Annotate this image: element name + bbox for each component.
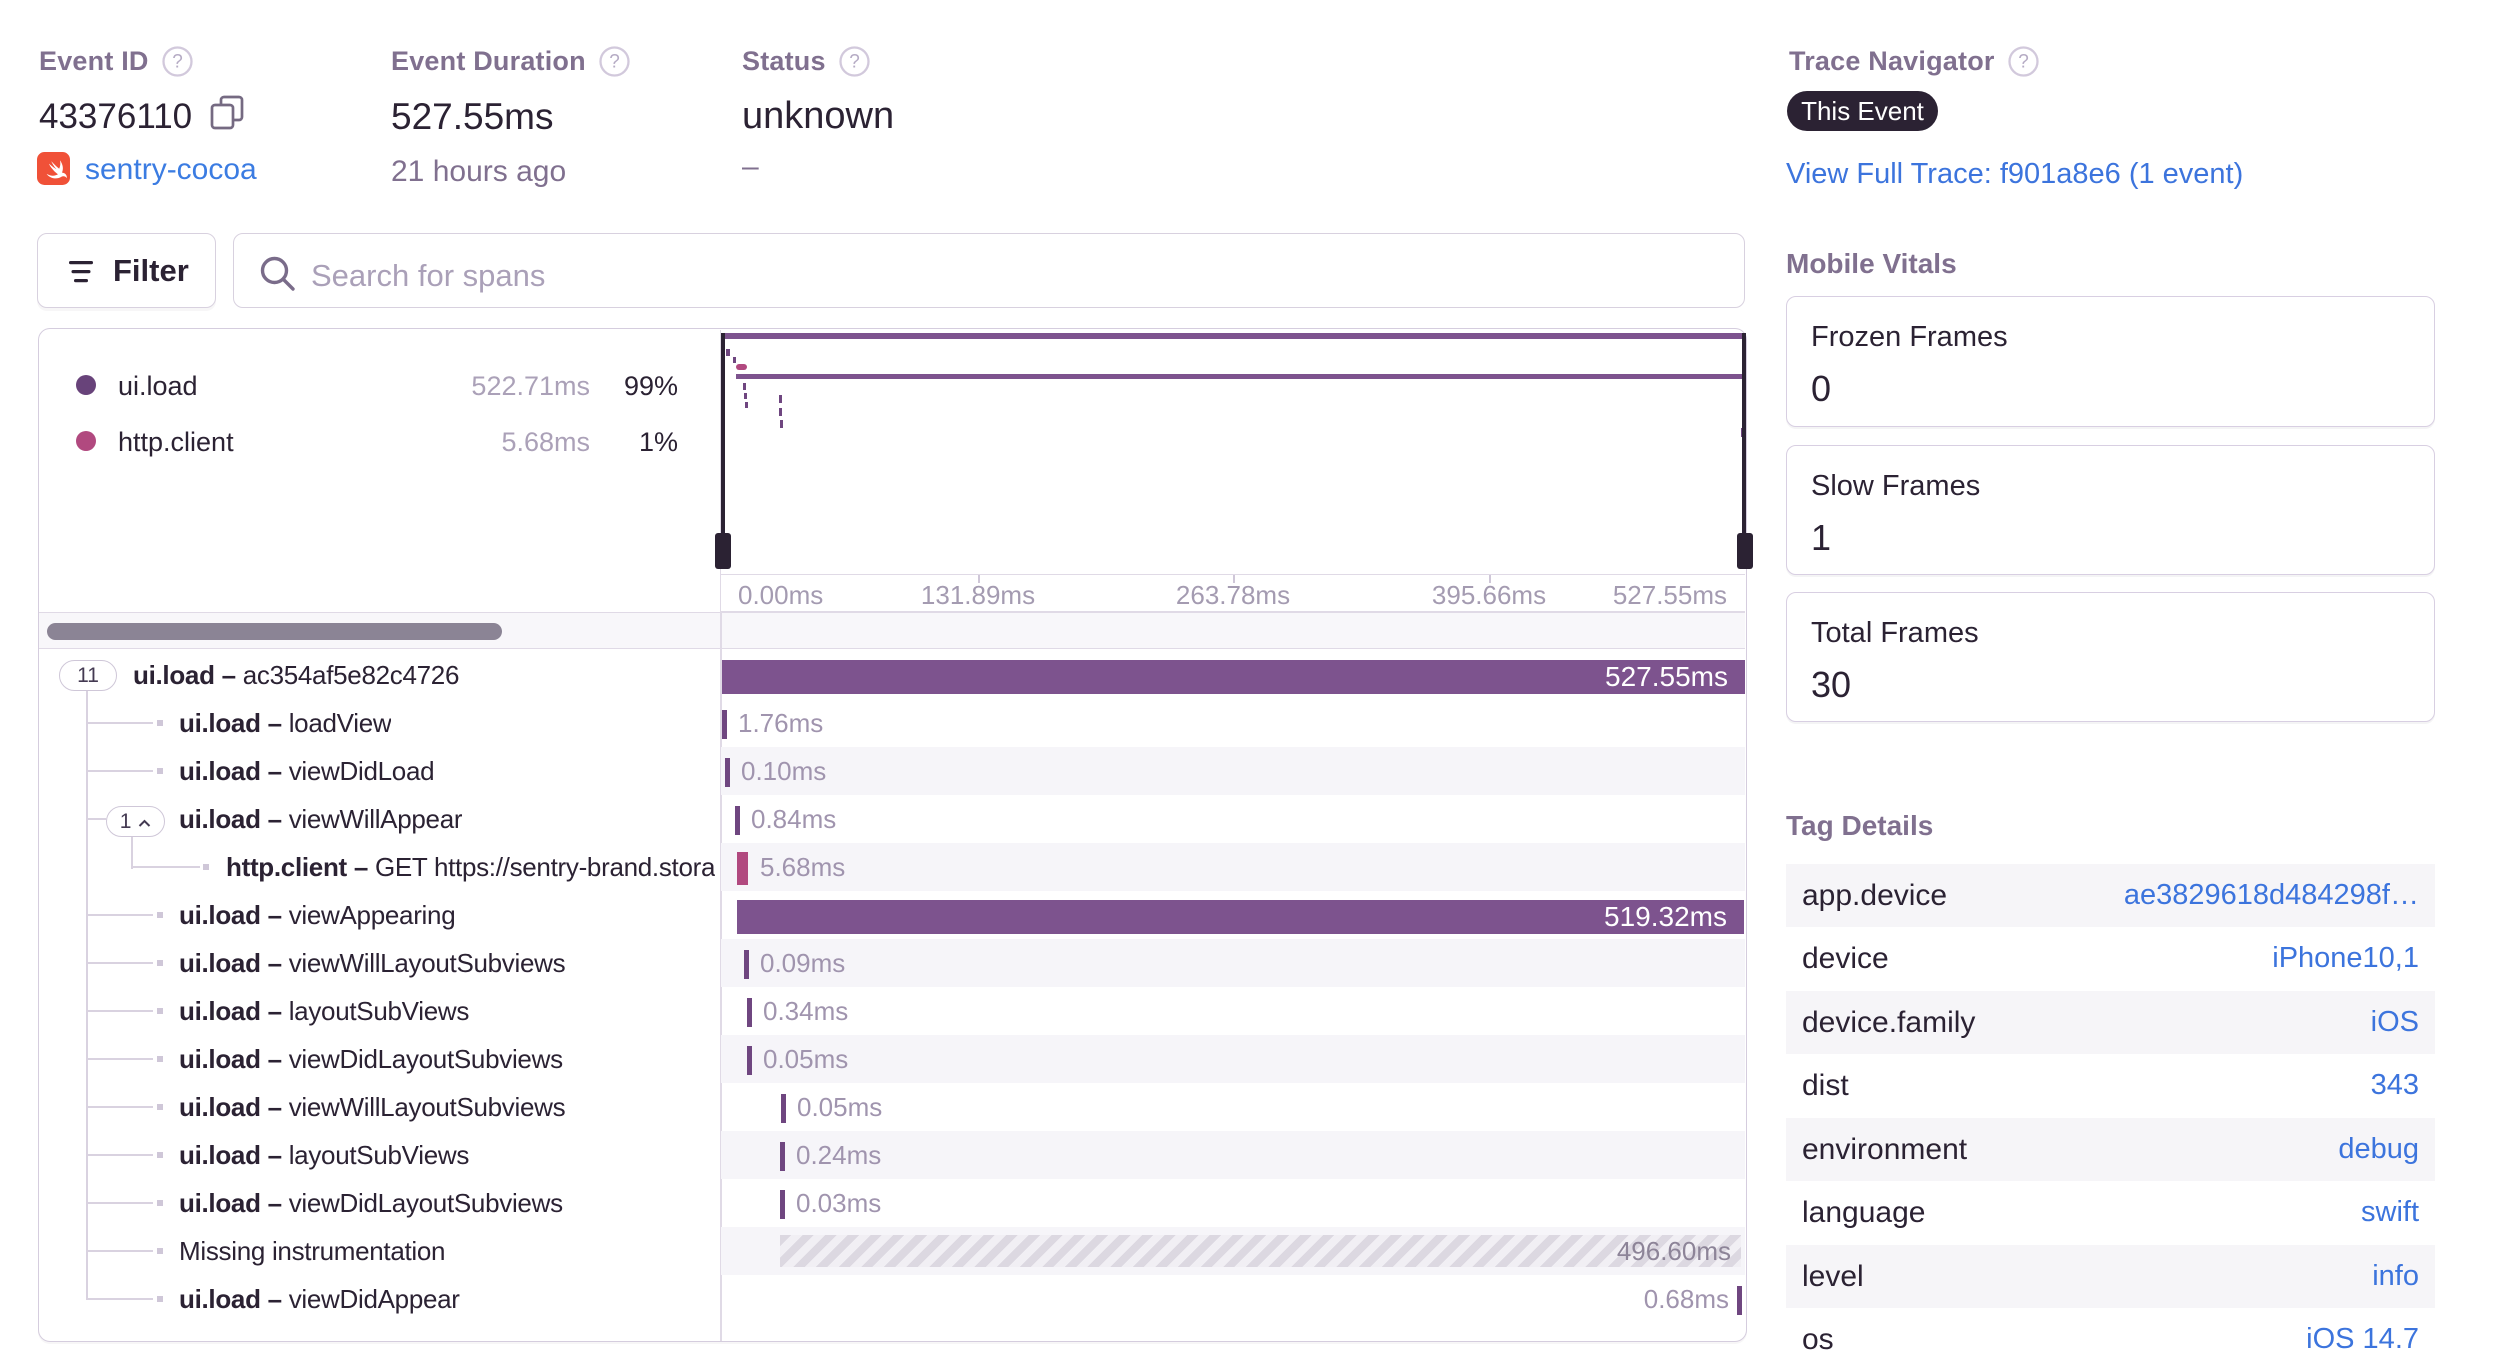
svg-text:?: ? <box>609 52 620 73</box>
svg-text:?: ? <box>849 52 860 73</box>
svg-text:?: ? <box>172 52 183 73</box>
svg-text:?: ? <box>2018 52 2029 73</box>
